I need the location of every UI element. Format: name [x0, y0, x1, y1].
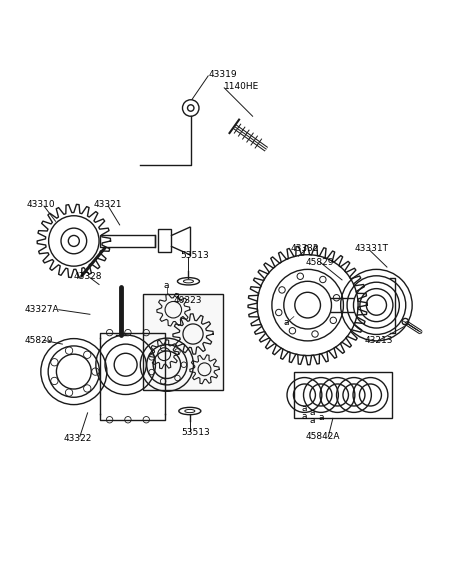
Text: a: a — [283, 318, 288, 327]
Text: a: a — [301, 404, 307, 413]
Text: 53513: 53513 — [180, 251, 209, 260]
Text: 43213: 43213 — [364, 336, 393, 345]
Text: 45829: 45829 — [305, 258, 333, 267]
Text: 43322: 43322 — [63, 434, 92, 443]
Ellipse shape — [177, 278, 199, 285]
Text: a: a — [163, 282, 169, 290]
Bar — [142, 294, 222, 390]
Text: 43319: 43319 — [208, 70, 236, 79]
Bar — [100, 235, 155, 247]
Text: 43328: 43328 — [74, 272, 102, 281]
Text: a: a — [301, 411, 307, 420]
Text: 43321: 43321 — [94, 200, 122, 209]
Text: 43332: 43332 — [290, 244, 319, 253]
Bar — [157, 229, 171, 253]
Ellipse shape — [178, 407, 200, 415]
Bar — [293, 372, 392, 418]
Text: 45829: 45829 — [25, 336, 53, 345]
Text: a: a — [309, 409, 315, 418]
Text: 53513: 53513 — [181, 428, 210, 436]
Text: 1140HE: 1140HE — [224, 82, 259, 91]
Text: 43327A: 43327A — [25, 305, 59, 314]
Text: 40323: 40323 — [174, 295, 202, 304]
Text: 45842A: 45842A — [305, 432, 339, 441]
Text: a: a — [309, 416, 315, 425]
Text: 43331T: 43331T — [354, 244, 388, 253]
Text: 43310: 43310 — [26, 200, 55, 209]
Text: a: a — [318, 413, 323, 422]
